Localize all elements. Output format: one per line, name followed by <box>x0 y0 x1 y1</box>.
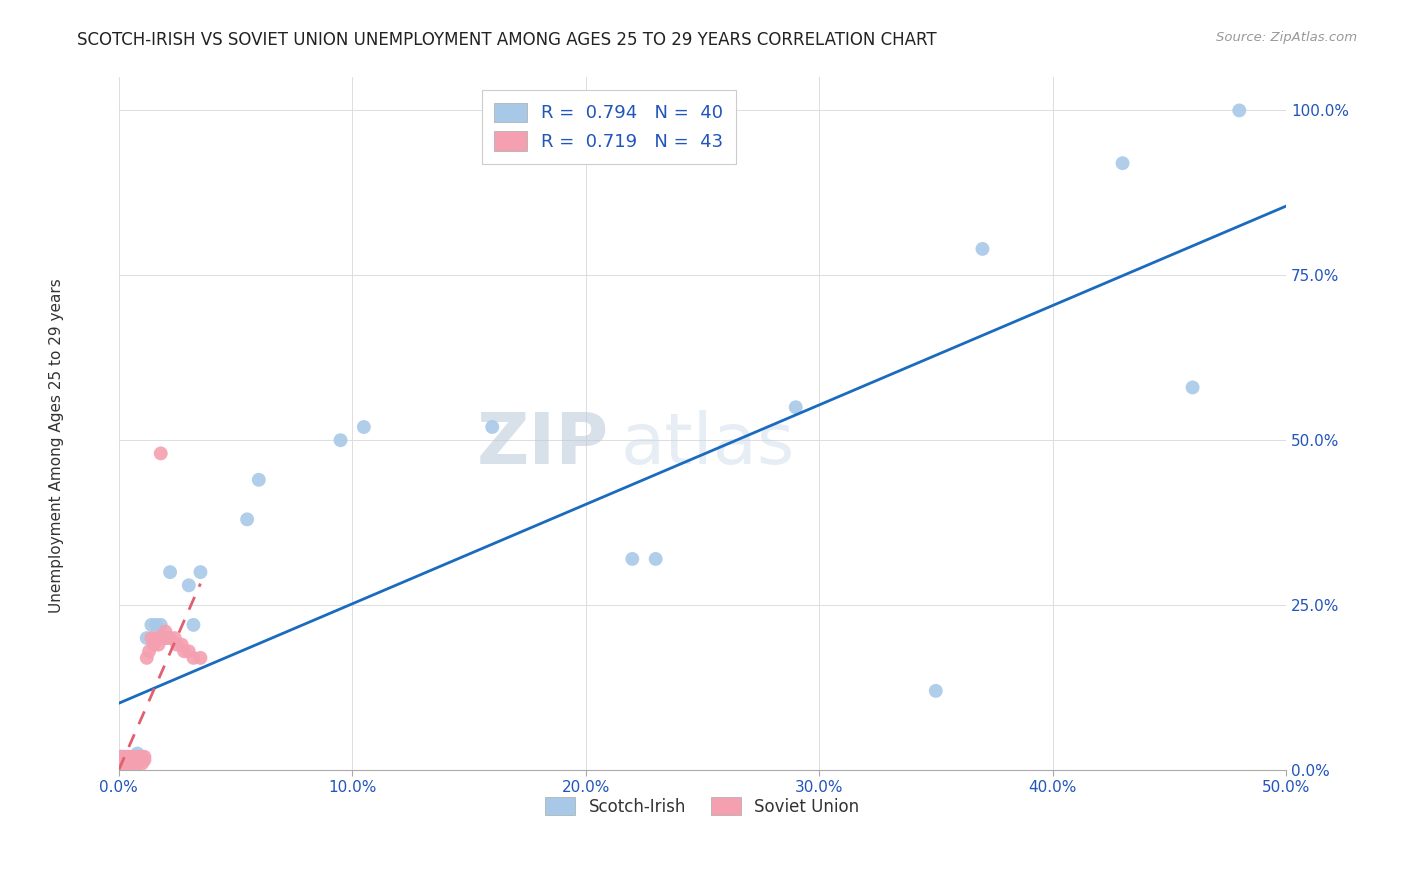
Point <box>128 753 150 767</box>
Point <box>110 756 132 771</box>
Point <box>621 552 644 566</box>
Point <box>152 631 174 645</box>
Point <box>972 242 994 256</box>
Point <box>114 753 136 767</box>
Point <box>121 756 143 771</box>
Point <box>353 420 375 434</box>
Point <box>120 756 142 771</box>
Point <box>134 753 156 767</box>
Point <box>112 753 135 767</box>
Point <box>177 578 200 592</box>
Point <box>329 434 352 448</box>
Point <box>121 749 143 764</box>
Text: ZIP: ZIP <box>477 410 609 479</box>
Point <box>112 749 135 764</box>
Point <box>1181 380 1204 394</box>
Point <box>148 638 170 652</box>
Point <box>138 644 160 658</box>
Point <box>644 552 666 566</box>
Point <box>159 631 181 645</box>
Point <box>190 565 212 579</box>
Point <box>112 753 135 767</box>
Point <box>135 651 157 665</box>
Point <box>124 753 146 767</box>
Point <box>163 631 186 645</box>
Point <box>1111 156 1133 170</box>
Text: Source: ZipAtlas.com: Source: ZipAtlas.com <box>1216 31 1357 45</box>
Point <box>145 631 167 645</box>
Point <box>131 749 153 764</box>
Point <box>149 446 172 460</box>
Point <box>127 747 149 761</box>
Point <box>247 473 270 487</box>
Point <box>110 756 132 771</box>
Point <box>183 651 205 665</box>
Point <box>114 749 136 764</box>
Point <box>112 756 135 771</box>
Point <box>127 749 149 764</box>
Point <box>142 638 165 652</box>
Point <box>925 683 948 698</box>
Point <box>112 749 135 764</box>
Point <box>135 631 157 645</box>
Point <box>124 749 146 764</box>
Point <box>110 749 132 764</box>
Point <box>190 651 212 665</box>
Point <box>120 749 142 764</box>
Point <box>149 618 172 632</box>
Point <box>170 638 193 652</box>
Point <box>127 756 149 771</box>
Point <box>110 756 132 771</box>
Point <box>159 565 181 579</box>
Point <box>785 401 807 415</box>
Point <box>155 631 177 645</box>
Point <box>121 749 143 764</box>
Point <box>156 631 179 645</box>
Point <box>117 749 139 764</box>
Point <box>120 753 142 767</box>
Point <box>134 749 156 764</box>
Point <box>114 753 136 767</box>
Point <box>148 631 170 645</box>
Legend: Scotch-Irish, Soviet Union: Scotch-Irish, Soviet Union <box>537 789 868 824</box>
Text: atlas: atlas <box>620 410 794 479</box>
Point <box>110 756 132 771</box>
Text: Unemployment Among Ages 25 to 29 years: Unemployment Among Ages 25 to 29 years <box>49 278 63 614</box>
Point <box>110 749 132 764</box>
Point <box>117 749 139 764</box>
Point <box>114 756 136 771</box>
Point <box>110 749 132 764</box>
Point <box>1227 103 1250 118</box>
Point <box>236 512 259 526</box>
Point <box>114 756 136 771</box>
Point <box>166 638 188 652</box>
Point <box>110 749 132 764</box>
Point <box>177 644 200 658</box>
Text: SCOTCH-IRISH VS SOVIET UNION UNEMPLOYMENT AMONG AGES 25 TO 29 YEARS CORRELATION : SCOTCH-IRISH VS SOVIET UNION UNEMPLOYMEN… <box>77 31 936 49</box>
Point <box>117 756 139 771</box>
Point <box>131 756 153 771</box>
Point <box>183 618 205 632</box>
Point <box>145 618 167 632</box>
Point <box>112 756 135 771</box>
Point <box>117 749 139 764</box>
Point <box>128 749 150 764</box>
Point <box>110 756 132 771</box>
Point <box>141 618 163 632</box>
Point <box>155 624 177 639</box>
Point <box>120 753 142 767</box>
Point <box>481 420 503 434</box>
Point <box>173 644 195 658</box>
Point <box>141 631 163 645</box>
